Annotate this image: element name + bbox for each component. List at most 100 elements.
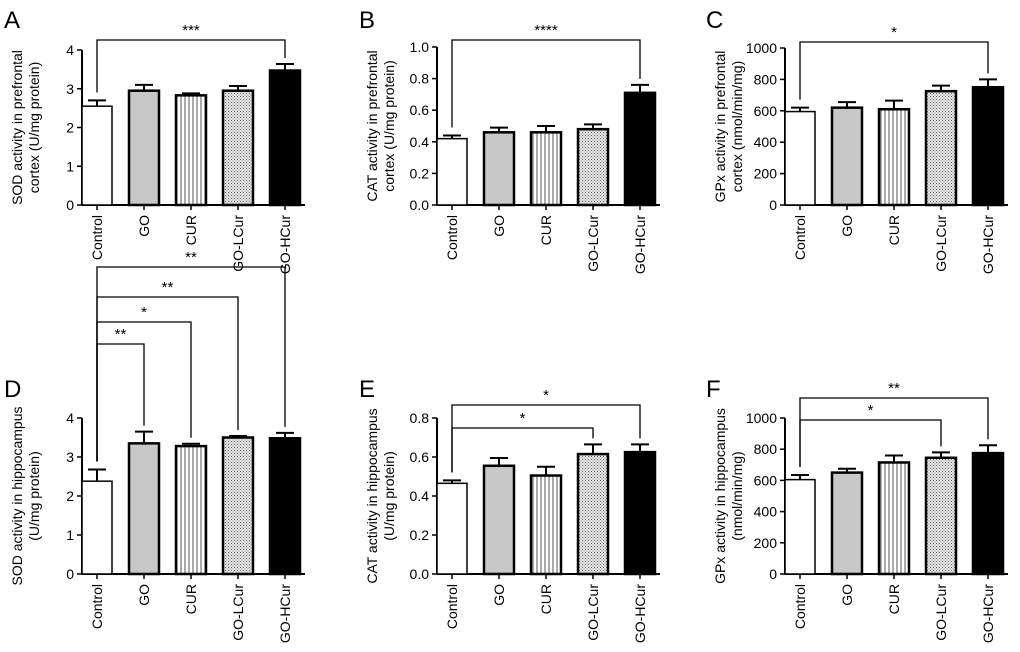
x-tick-label: Control [792, 215, 808, 260]
bar-go [830, 106, 864, 207]
bar-control [81, 480, 113, 575]
panel-d: D SOD activity in hippocampus (U/mg protei… [4, 249, 305, 643]
panel-a: A SOD activity in prefrontal cortex (U/mg … [4, 7, 305, 274]
x-tick-label: CUR [538, 215, 554, 245]
x-tick-label: GO-HCur [277, 215, 293, 274]
y-tick-label: 1000 [746, 40, 777, 56]
significance-label: ** [888, 380, 900, 397]
bar-go [127, 442, 161, 576]
y-tick-label: 0.4 [410, 488, 430, 504]
bar-go-hcur [623, 91, 657, 207]
significance-label: **** [534, 22, 558, 39]
x-tick-label: GO-LCur [933, 215, 949, 272]
y-tick-label: 0.4 [410, 134, 430, 150]
x-tick-label: GO [136, 584, 152, 606]
significance-label: ** [162, 279, 174, 296]
y-label-line: cortex (nmol/min/mg) [729, 61, 745, 192]
y-axis-label: CAT activity in hippocampus (U/mg protein… [364, 408, 397, 583]
y-label-line: GPx activity in prefrontal [712, 51, 728, 203]
y-axis-label: CAT activity in prefrontal cortex (U/mg p… [364, 50, 397, 201]
x-tick-label: GO-LCur [933, 584, 949, 641]
y-tick-label: 0 [769, 197, 777, 213]
bar-control [81, 105, 113, 206]
bar-go-lcur [576, 127, 610, 207]
x-tick-label: CUR [538, 584, 554, 614]
y-tick-label: 800 [754, 71, 778, 87]
y-tick-label: 4 [66, 410, 74, 426]
y-axis-label: SOD activity in hippocampus (U/mg protein… [9, 407, 42, 586]
bar-control [436, 482, 468, 575]
x-tick-label: GO [839, 584, 855, 606]
y-tick-label: 0.8 [410, 71, 430, 87]
y-tick-label: 0.6 [410, 102, 430, 118]
significance-bracket [451, 427, 594, 473]
x-tick-label: Control [792, 584, 808, 629]
y-axis-label: GPx activity in hippocampus (nmol/min/mg) [712, 408, 745, 584]
y-axis-label: GPx activity in prefrontal cortex (nmol/m… [712, 51, 745, 203]
significance-bracket [451, 39, 641, 128]
y-tick-label: 400 [754, 504, 778, 520]
x-tick-label: GO [136, 215, 152, 237]
bar-go-hcur [971, 451, 1005, 576]
bar-cur [174, 94, 208, 207]
bar-go-lcur [924, 89, 958, 207]
y-tick-label: 0.6 [410, 449, 430, 465]
significance-label: *** [182, 22, 200, 39]
y-tick-label: 0 [66, 197, 74, 213]
y-label-line: cortex (U/mg protein) [381, 60, 397, 191]
y-tick-label: 0 [769, 566, 777, 582]
x-tick-label: CUR [886, 584, 902, 614]
y-tick-label: 0.2 [410, 527, 430, 543]
x-tick-label: GO-HCur [980, 215, 996, 274]
panel-b: B CAT activity in prefrontal cortex (U/mg … [359, 7, 660, 274]
y-tick-label: 0.0 [410, 197, 430, 213]
x-tick-label: CUR [183, 584, 199, 614]
bar-go [482, 131, 516, 207]
panel-f: F GPx activity in hippocampus (nmol/min/mg… [706, 376, 1008, 643]
x-tick-label: GO-HCur [277, 584, 293, 643]
significance-bracket [799, 397, 989, 467]
significance-label: * [141, 304, 147, 321]
y-tick-label: 4 [66, 42, 74, 58]
x-tick-label: GO [839, 215, 855, 237]
y-tick-label: 1.0 [410, 39, 430, 55]
panel-e: E CAT activity in hippocampus (U/mg protei… [359, 376, 660, 643]
bar-control [436, 137, 468, 206]
significance-label: ** [115, 326, 127, 343]
y-tick-label: 0 [66, 566, 74, 582]
x-tick-label: Control [444, 215, 460, 260]
y-tick-label: 0.0 [410, 566, 430, 582]
y-label-line: (nmol/min/mg) [729, 451, 745, 540]
x-tick-label: GO-HCur [980, 584, 996, 643]
y-tick-label: 1 [66, 527, 74, 543]
y-tick-label: 3 [66, 449, 74, 465]
y-tick-label: 600 [754, 472, 778, 488]
significance-bracket [96, 266, 286, 462]
bar-cur [174, 444, 208, 576]
bar-go-hcur [268, 437, 302, 576]
bar-cur [529, 131, 563, 207]
significance-label: ** [185, 249, 197, 266]
panel-letter: C [706, 7, 723, 34]
panel-letter: F [706, 376, 721, 403]
y-tick-label: 400 [754, 134, 778, 150]
bar-control [784, 110, 816, 206]
significance-bracket [451, 404, 641, 473]
bar-go-hcur [971, 86, 1005, 207]
bar-go-lcur [924, 456, 958, 576]
y-tick-label: 600 [754, 103, 778, 119]
bar-go [127, 89, 161, 207]
panel-letter: D [4, 376, 21, 403]
y-label-line: (U/mg protein) [26, 451, 42, 540]
y-tick-label: 200 [754, 535, 778, 551]
y-tick-label: 2 [66, 120, 74, 136]
significance-bracket [799, 41, 989, 100]
panel-letter: E [359, 376, 375, 403]
x-tick-label: Control [444, 584, 460, 629]
x-tick-label: GO-HCur [632, 215, 648, 274]
bar-control [784, 478, 816, 575]
x-tick-label: Control [89, 215, 105, 260]
y-label-line: SOD activity in prefrontal [9, 50, 25, 205]
y-label-line: cortex (U/mg protein) [26, 62, 42, 193]
